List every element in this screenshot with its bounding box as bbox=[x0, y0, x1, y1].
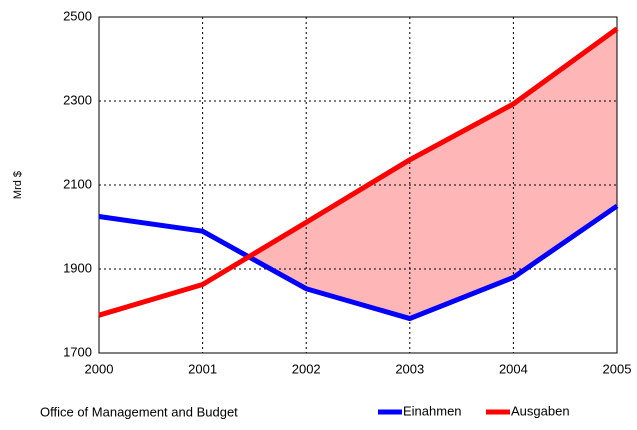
plot-border bbox=[98, 16, 618, 354]
x-tick-label: 2003 bbox=[395, 361, 424, 376]
x-tick-label: 2001 bbox=[188, 361, 217, 376]
x-tick-label: 2004 bbox=[499, 361, 528, 376]
series-line bbox=[98, 26, 619, 318]
y-tick-label: 2300 bbox=[63, 92, 92, 107]
y-axis-label: Mrd $ bbox=[12, 171, 24, 199]
x-tick-label: 2000 bbox=[85, 361, 114, 376]
y-tick-label: 1900 bbox=[63, 260, 92, 275]
y-tick-label: 1700 bbox=[63, 344, 92, 359]
x-tick-label: 2002 bbox=[292, 361, 321, 376]
annotation: Office of Management and Budget bbox=[40, 404, 238, 419]
series-line bbox=[98, 203, 619, 322]
y-tick-label: 2500 bbox=[63, 8, 92, 23]
x-tick-label: 2005 bbox=[603, 361, 632, 376]
legend-label: Einahmen bbox=[403, 403, 462, 418]
legend-label: Ausgaben bbox=[511, 403, 570, 418]
y-tick-label: 2100 bbox=[63, 176, 92, 191]
